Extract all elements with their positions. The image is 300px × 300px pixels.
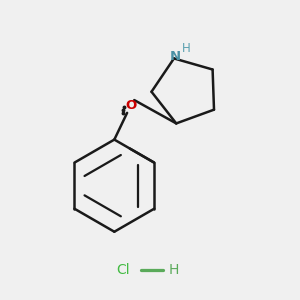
Text: H: H bbox=[169, 263, 179, 278]
Text: N: N bbox=[170, 50, 181, 63]
Text: Cl: Cl bbox=[116, 263, 130, 278]
Text: H: H bbox=[182, 41, 190, 55]
Text: O: O bbox=[125, 99, 136, 112]
